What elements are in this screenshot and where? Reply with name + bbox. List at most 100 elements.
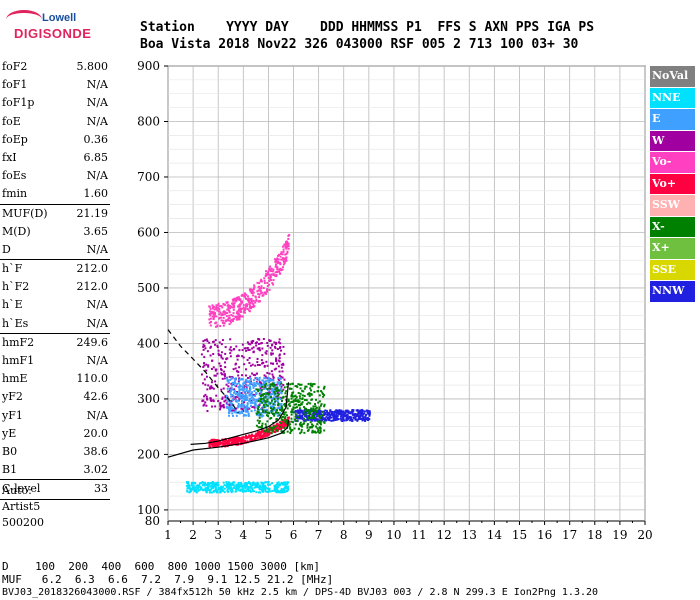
- echo-point: [319, 430, 322, 433]
- echo-point: [317, 386, 320, 389]
- echo-point: [278, 421, 281, 424]
- echo-point: [221, 396, 224, 399]
- echo-point: [268, 389, 271, 392]
- echo-point: [219, 364, 222, 367]
- echo-point: [286, 414, 289, 417]
- echo-point: [237, 399, 240, 402]
- echo-point: [307, 412, 310, 415]
- echo-point: [257, 382, 260, 385]
- y-tick-label: 500: [137, 281, 160, 295]
- echo-point: [234, 490, 237, 493]
- echo-point: [238, 439, 241, 442]
- echo-point: [258, 287, 261, 290]
- echo-point: [270, 432, 273, 435]
- echo-point: [219, 311, 222, 314]
- echo-point: [296, 400, 299, 403]
- echo-point: [319, 423, 322, 426]
- echo-point: [254, 295, 257, 298]
- echo-point: [285, 253, 288, 256]
- echo-point: [292, 406, 295, 409]
- echo-point: [261, 408, 264, 411]
- echo-point: [205, 338, 208, 341]
- value-ddd: 326: [304, 37, 328, 52]
- echo-point: [309, 421, 312, 424]
- echo-point: [196, 487, 199, 490]
- echo-point: [207, 364, 210, 367]
- echo-point: [309, 416, 312, 419]
- echo-point: [221, 405, 224, 408]
- echo-point: [267, 483, 270, 486]
- echo-point: [256, 410, 259, 413]
- echo-point: [215, 489, 218, 492]
- param-label: B1: [2, 463, 18, 477]
- echo-point: [254, 384, 257, 387]
- echo-point: [265, 270, 268, 273]
- echo-point: [358, 415, 361, 418]
- echo-point: [210, 443, 213, 446]
- echo-point: [258, 434, 261, 437]
- echo-point: [236, 436, 239, 439]
- echo-point: [264, 375, 267, 378]
- echo-point: [279, 398, 282, 401]
- echo-point: [251, 487, 254, 490]
- echo-point: [206, 388, 209, 391]
- echo-point: [231, 412, 234, 415]
- echo-point: [307, 428, 310, 431]
- echo-point: [264, 351, 267, 354]
- echo-point: [238, 318, 241, 321]
- echo-point: [309, 384, 312, 387]
- param-value: N/A: [86, 408, 108, 422]
- echo-point: [297, 383, 300, 386]
- echo-point: [307, 401, 310, 404]
- echo-point: [272, 385, 275, 388]
- echo-point: [277, 260, 280, 263]
- echo-point: [195, 490, 198, 493]
- echo-point: [278, 484, 281, 487]
- echo-point: [264, 435, 267, 438]
- echo-point: [260, 481, 263, 484]
- echo-point: [238, 304, 241, 307]
- echo-point: [309, 382, 312, 385]
- echo-point: [268, 387, 271, 390]
- param-label: hmE: [2, 372, 28, 386]
- label-ffs: FFS: [437, 20, 461, 35]
- echo-point: [233, 297, 236, 300]
- echo-point: [258, 347, 261, 350]
- echo-point: [316, 390, 319, 393]
- echo-point: [192, 482, 195, 485]
- echo-point: [301, 394, 304, 397]
- param-label: h`F: [2, 262, 23, 276]
- echo-point: [220, 388, 223, 391]
- echo-point: [249, 483, 252, 486]
- echo-point: [242, 488, 245, 491]
- echo-point: [306, 423, 309, 426]
- echo-point: [237, 355, 240, 358]
- echo-point: [234, 315, 237, 318]
- echo-point: [245, 387, 248, 390]
- echo-point: [204, 482, 207, 485]
- echo-point: [237, 382, 240, 385]
- echo-point: [259, 485, 262, 488]
- value-ffs: 005: [421, 37, 446, 52]
- echo-point: [266, 389, 269, 392]
- echo-point: [252, 379, 255, 382]
- echo-point: [277, 490, 280, 493]
- echo-point: [279, 342, 282, 345]
- echo-point: [230, 376, 233, 379]
- echo-point: [275, 418, 278, 421]
- echo-point: [313, 390, 316, 393]
- echo-point: [274, 411, 277, 414]
- echo-point: [236, 383, 239, 386]
- echo-point: [282, 491, 285, 494]
- echo-point: [222, 311, 225, 314]
- echo-point: [245, 368, 248, 371]
- echo-point: [260, 285, 263, 288]
- echo-point: [335, 416, 338, 419]
- echo-point: [277, 365, 280, 368]
- echo-point: [269, 407, 272, 410]
- echo-point: [276, 424, 279, 427]
- echo-point: [188, 485, 191, 488]
- echo-point: [204, 401, 207, 404]
- echo-point: [274, 347, 277, 350]
- echo-point: [256, 406, 259, 409]
